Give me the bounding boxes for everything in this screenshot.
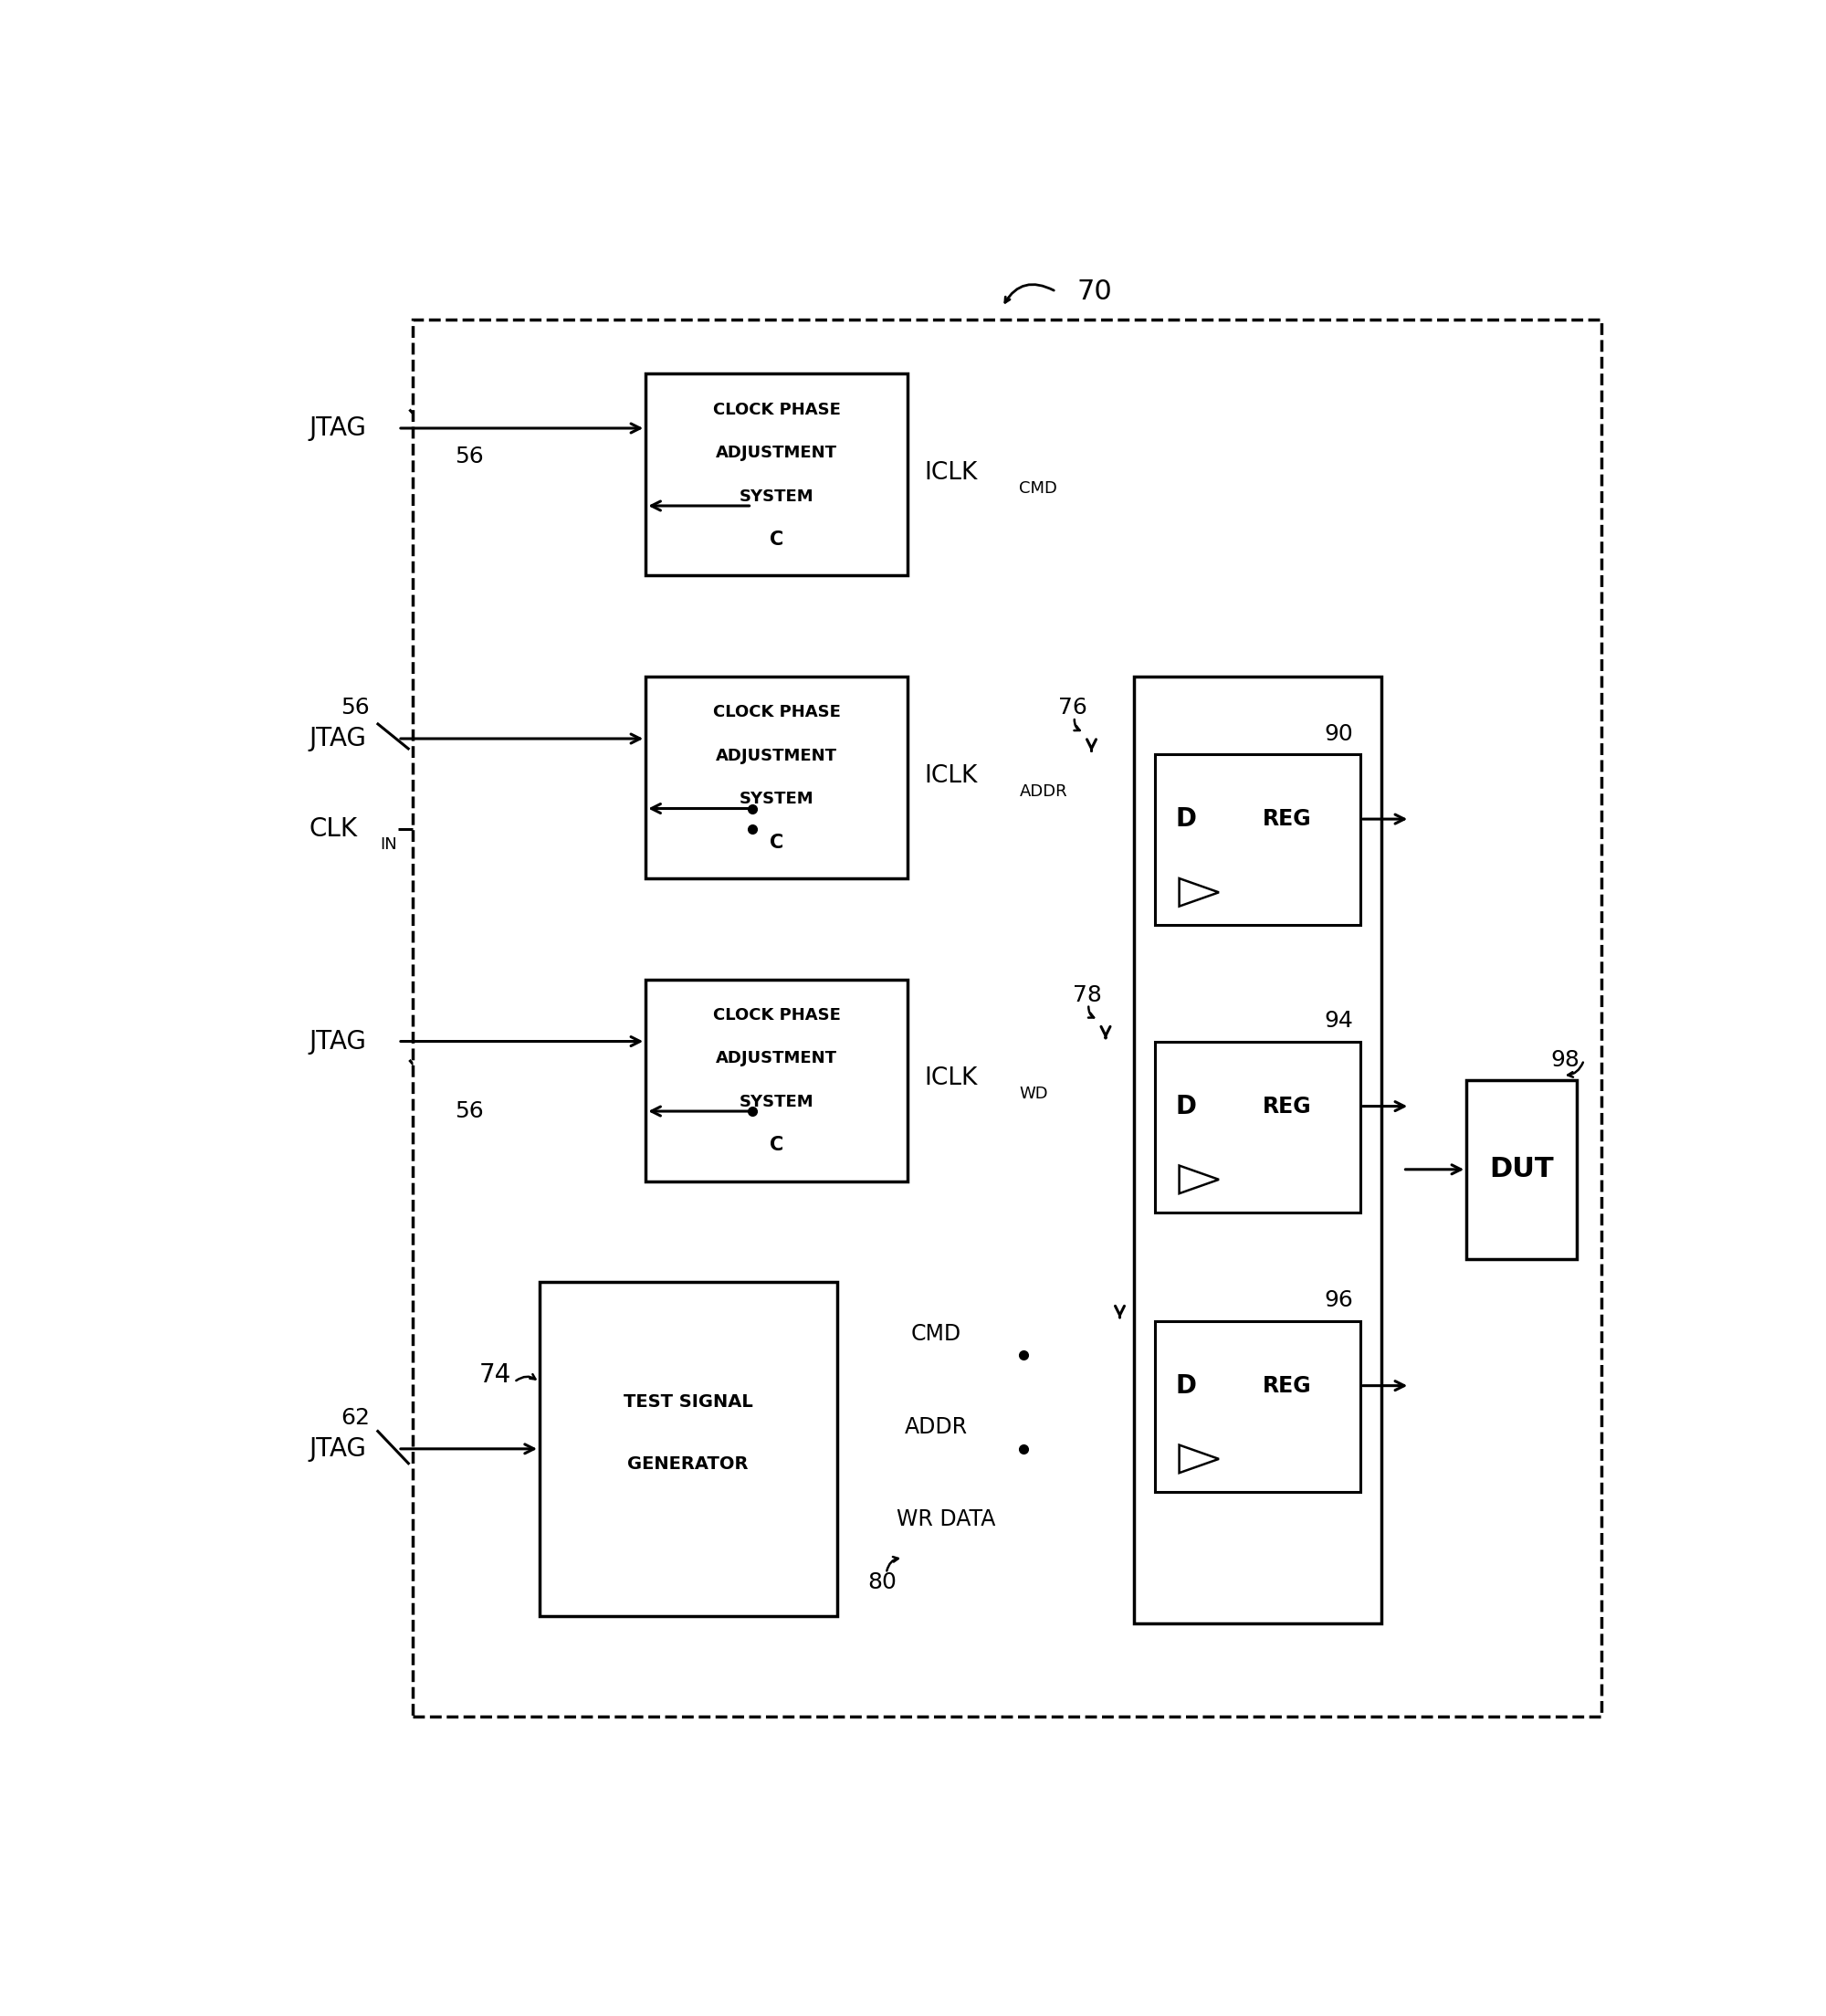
FancyBboxPatch shape bbox=[540, 1282, 836, 1615]
Text: D: D bbox=[1176, 806, 1196, 833]
Text: CMD: CMD bbox=[911, 1322, 960, 1345]
Text: 56: 56 bbox=[341, 698, 369, 718]
Text: ADDR: ADDR bbox=[1019, 784, 1068, 800]
Text: REG: REG bbox=[1262, 808, 1311, 831]
Text: JTAG: JTAG bbox=[309, 1028, 367, 1054]
Text: WR DATA: WR DATA bbox=[897, 1508, 995, 1530]
Text: ICLK: ICLK bbox=[924, 462, 977, 486]
FancyBboxPatch shape bbox=[1156, 1320, 1360, 1492]
Text: DUT: DUT bbox=[1490, 1157, 1554, 1183]
Text: 56: 56 bbox=[455, 1101, 484, 1123]
Text: 80: 80 bbox=[867, 1572, 897, 1593]
Text: 98: 98 bbox=[1550, 1048, 1579, 1070]
Text: JTAG: JTAG bbox=[309, 726, 367, 752]
Text: D: D bbox=[1176, 1373, 1196, 1399]
Text: SYSTEM: SYSTEM bbox=[740, 790, 814, 808]
Text: D: D bbox=[1176, 1093, 1196, 1119]
FancyBboxPatch shape bbox=[646, 980, 908, 1181]
Text: 70: 70 bbox=[1077, 278, 1112, 304]
Text: GENERATOR: GENERATOR bbox=[628, 1456, 749, 1474]
FancyBboxPatch shape bbox=[1134, 677, 1382, 1623]
Text: CLOCK PHASE: CLOCK PHASE bbox=[712, 704, 840, 720]
FancyBboxPatch shape bbox=[1156, 1042, 1360, 1212]
Text: CLOCK PHASE: CLOCK PHASE bbox=[712, 1006, 840, 1024]
Text: ICLK: ICLK bbox=[924, 1066, 977, 1091]
Text: ADDR: ADDR bbox=[904, 1415, 968, 1437]
Text: JTAG: JTAG bbox=[309, 1435, 367, 1462]
Text: 74: 74 bbox=[478, 1363, 511, 1389]
Text: ADJUSTMENT: ADJUSTMENT bbox=[716, 748, 838, 764]
Text: JTAG: JTAG bbox=[309, 415, 367, 442]
Text: REG: REG bbox=[1262, 1375, 1311, 1397]
Text: REG: REG bbox=[1262, 1095, 1311, 1117]
Text: 56: 56 bbox=[455, 446, 484, 468]
Text: CLK: CLK bbox=[309, 816, 358, 841]
Text: ICLK: ICLK bbox=[924, 764, 977, 788]
Text: ADJUSTMENT: ADJUSTMENT bbox=[716, 446, 838, 462]
Text: WD: WD bbox=[1019, 1087, 1048, 1103]
Text: C: C bbox=[769, 833, 783, 853]
Text: IN: IN bbox=[380, 837, 396, 853]
FancyBboxPatch shape bbox=[1156, 754, 1360, 925]
FancyBboxPatch shape bbox=[1466, 1081, 1578, 1258]
FancyBboxPatch shape bbox=[646, 677, 908, 879]
Text: 90: 90 bbox=[1324, 724, 1353, 746]
Text: 76: 76 bbox=[1059, 698, 1088, 718]
Text: CMD: CMD bbox=[1019, 480, 1057, 498]
Text: 62: 62 bbox=[340, 1407, 369, 1429]
Text: 78: 78 bbox=[1072, 984, 1101, 1006]
Text: CLOCK PHASE: CLOCK PHASE bbox=[712, 401, 840, 417]
Text: 96: 96 bbox=[1324, 1290, 1353, 1312]
Text: C: C bbox=[769, 1137, 783, 1155]
Text: SYSTEM: SYSTEM bbox=[740, 488, 814, 504]
FancyBboxPatch shape bbox=[646, 373, 908, 577]
Text: ADJUSTMENT: ADJUSTMENT bbox=[716, 1050, 838, 1066]
Text: TEST SIGNAL: TEST SIGNAL bbox=[623, 1393, 752, 1411]
Text: 94: 94 bbox=[1324, 1010, 1353, 1032]
Text: SYSTEM: SYSTEM bbox=[740, 1095, 814, 1111]
FancyBboxPatch shape bbox=[413, 319, 1601, 1718]
Text: C: C bbox=[769, 530, 783, 548]
